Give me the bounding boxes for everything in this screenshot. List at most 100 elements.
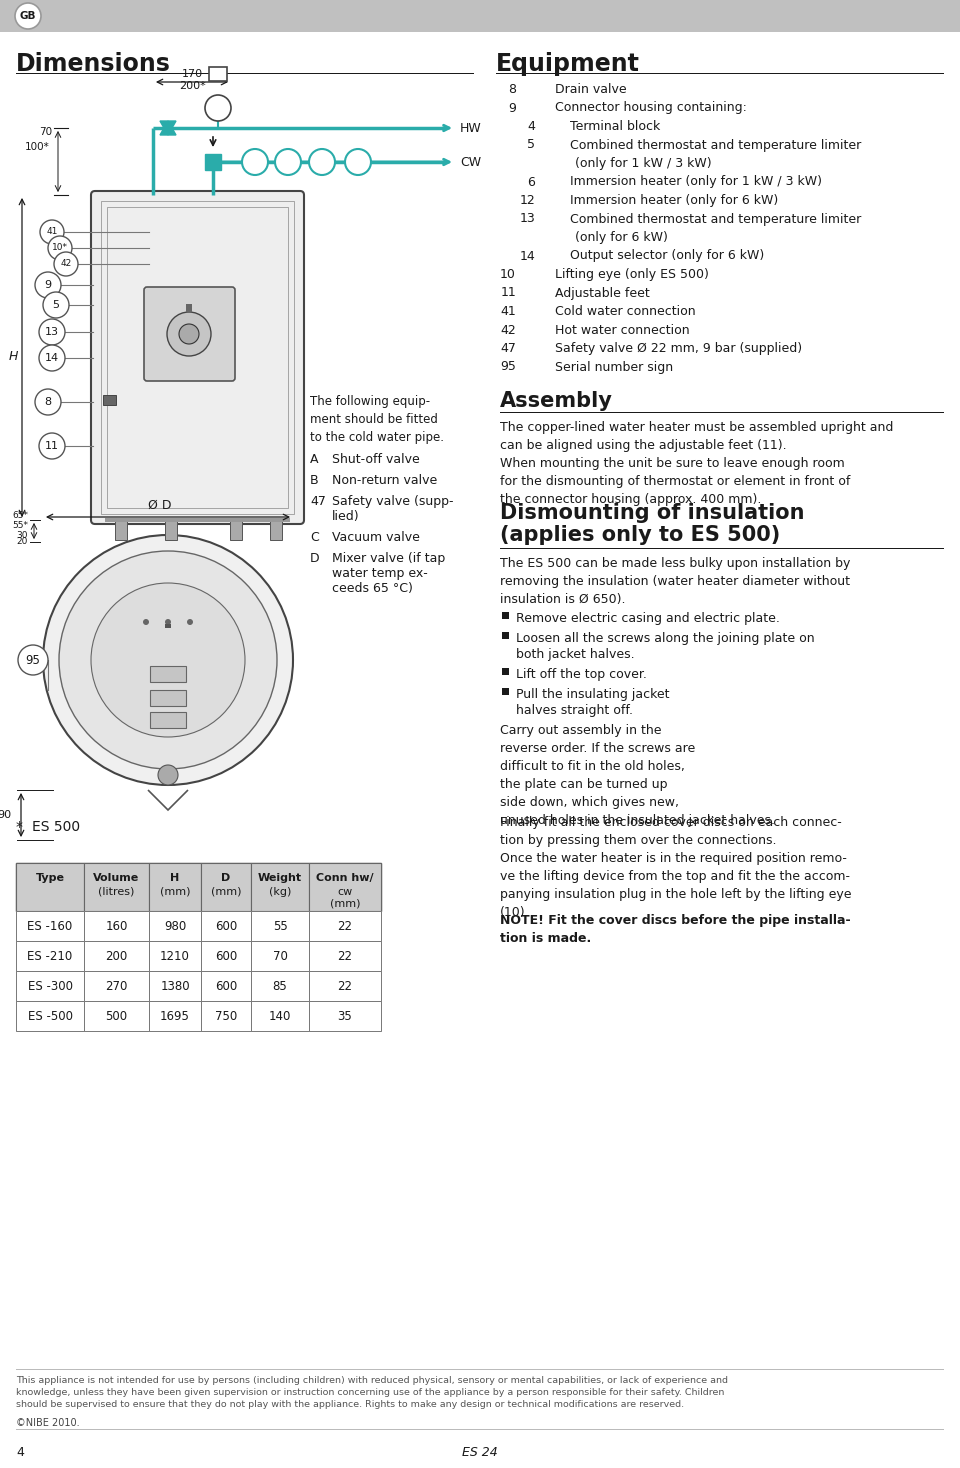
Bar — [251, 941, 309, 970]
Text: 35: 35 — [338, 1010, 352, 1023]
Text: Loosen all the screws along the joining plate on: Loosen all the screws along the joining … — [516, 633, 815, 644]
Text: ES 500: ES 500 — [32, 821, 80, 834]
Text: 270: 270 — [106, 979, 128, 992]
Text: 170: 170 — [181, 69, 203, 79]
Text: 47: 47 — [310, 495, 325, 508]
Bar — [502, 668, 509, 675]
Text: Combined thermostat and temperature limiter: Combined thermostat and temperature limi… — [570, 138, 861, 151]
Text: 11: 11 — [45, 440, 59, 451]
Text: The following equip-
ment should be fitted
to the cold water pipe.: The following equip- ment should be fitt… — [310, 395, 444, 443]
Text: 10: 10 — [500, 269, 516, 280]
Text: Safety valve Ø 22 mm, 9 bar (supplied): Safety valve Ø 22 mm, 9 bar (supplied) — [555, 342, 803, 355]
Text: 600: 600 — [215, 979, 237, 992]
Text: 14: 14 — [45, 352, 60, 363]
Bar — [500, 411, 944, 413]
Circle shape — [54, 252, 78, 276]
Bar — [251, 970, 309, 1001]
Text: CW: CW — [460, 156, 481, 169]
Text: 1380: 1380 — [160, 979, 190, 992]
Circle shape — [179, 324, 199, 344]
Text: 22: 22 — [338, 979, 352, 992]
Text: (litres): (litres) — [98, 887, 134, 897]
Text: Volume: Volume — [93, 873, 139, 882]
Circle shape — [43, 292, 69, 319]
Text: Shut-off valve: Shut-off valve — [332, 454, 420, 465]
Text: C: C — [310, 531, 319, 545]
Circle shape — [35, 389, 61, 415]
Bar — [309, 970, 381, 1001]
Bar — [270, 520, 282, 540]
Text: ES -500: ES -500 — [28, 1010, 73, 1023]
Text: 22: 22 — [338, 919, 352, 932]
Text: 980: 980 — [164, 919, 186, 932]
Circle shape — [167, 313, 211, 357]
Text: Carry out assembly in the
reverse order. If the screws are
difficult to fit in t: Carry out assembly in the reverse order.… — [500, 724, 775, 826]
Text: Non-return valve: Non-return valve — [332, 474, 437, 487]
FancyBboxPatch shape — [91, 191, 304, 524]
Text: Remove electric casing and electric plate.: Remove electric casing and electric plat… — [516, 612, 780, 625]
Text: (mm): (mm) — [211, 887, 241, 897]
Bar — [149, 863, 201, 912]
Text: A: A — [354, 157, 362, 167]
Text: NOTE! Fit the cover discs before the pipe installa-
tion is made.: NOTE! Fit the cover discs before the pip… — [500, 915, 851, 945]
Bar — [150, 666, 186, 683]
Bar — [16, 863, 84, 912]
Text: Dismounting of insulation: Dismounting of insulation — [500, 504, 804, 523]
Text: A: A — [310, 454, 319, 465]
Circle shape — [242, 148, 268, 175]
Text: 140: 140 — [269, 1010, 291, 1023]
Text: 5: 5 — [53, 299, 60, 310]
Text: Output selector (only for 6 kW): Output selector (only for 6 kW) — [570, 250, 764, 263]
Text: 30: 30 — [16, 530, 28, 540]
Text: 41: 41 — [46, 228, 58, 236]
Text: Adjustable feet: Adjustable feet — [555, 286, 650, 299]
Text: HW: HW — [460, 122, 482, 135]
Text: 42: 42 — [500, 323, 516, 336]
Bar — [309, 1001, 381, 1031]
Circle shape — [39, 319, 65, 345]
Bar — [150, 690, 186, 706]
Text: Drain valve: Drain valve — [555, 84, 627, 95]
Bar — [115, 520, 127, 540]
Bar — [107, 207, 288, 508]
Bar — [16, 912, 84, 941]
Text: 42: 42 — [60, 260, 72, 269]
Text: 9: 9 — [508, 101, 516, 115]
Text: B: B — [319, 157, 325, 167]
Text: Immersion heater (only for 1 kW / 3 kW): Immersion heater (only for 1 kW / 3 kW) — [570, 176, 822, 188]
Text: GB: GB — [20, 10, 36, 21]
Text: Lifting eye (only ES 500): Lifting eye (only ES 500) — [555, 269, 708, 280]
Bar — [84, 1001, 149, 1031]
Circle shape — [15, 3, 41, 29]
Text: Mixer valve (if tap: Mixer valve (if tap — [332, 552, 445, 565]
Text: Weight: Weight — [258, 873, 302, 882]
Bar — [165, 624, 171, 628]
Text: Assembly: Assembly — [500, 390, 612, 411]
Text: 47: 47 — [281, 157, 295, 166]
Polygon shape — [160, 120, 176, 135]
Text: 55*: 55* — [12, 521, 28, 530]
Bar — [150, 712, 186, 728]
Text: Type: Type — [36, 873, 64, 882]
Text: H: H — [9, 351, 18, 364]
Text: 55: 55 — [273, 919, 287, 932]
Text: 41: 41 — [500, 305, 516, 319]
Text: 14: 14 — [519, 250, 535, 263]
Text: 95: 95 — [26, 653, 40, 666]
Text: ES 24: ES 24 — [462, 1446, 498, 1459]
Circle shape — [35, 272, 61, 298]
Circle shape — [59, 550, 277, 769]
Text: 200: 200 — [106, 950, 128, 963]
Text: 11: 11 — [500, 286, 516, 299]
Bar — [230, 520, 242, 540]
Bar — [84, 863, 149, 912]
Text: C: C — [252, 157, 258, 167]
Text: ES -160: ES -160 — [28, 919, 73, 932]
Text: 1695: 1695 — [160, 1010, 190, 1023]
Text: Hot water connection: Hot water connection — [555, 323, 689, 336]
Text: 85: 85 — [273, 979, 287, 992]
Text: 12: 12 — [519, 194, 535, 207]
Bar — [84, 912, 149, 941]
Text: 1210: 1210 — [160, 950, 190, 963]
Text: both jacket halves.: both jacket halves. — [516, 647, 635, 661]
